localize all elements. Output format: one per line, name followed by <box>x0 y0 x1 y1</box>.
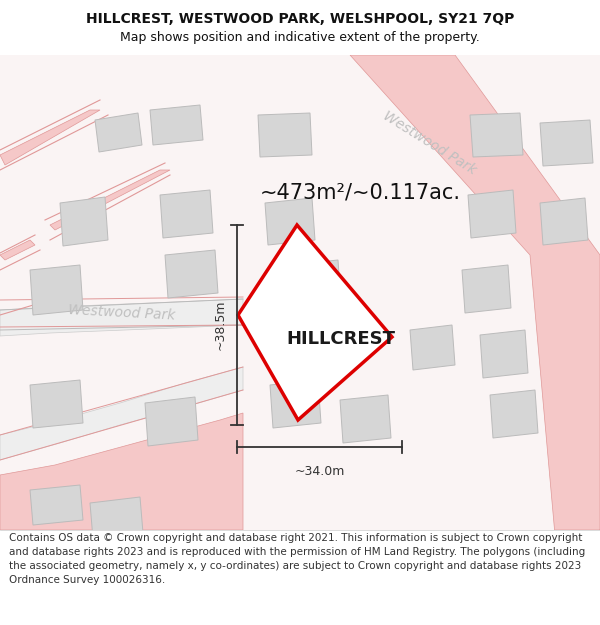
Text: Westwood Park: Westwood Park <box>381 109 479 177</box>
Text: Map shows position and indicative extent of the property.: Map shows position and indicative extent… <box>120 31 480 44</box>
Polygon shape <box>160 190 213 238</box>
Polygon shape <box>470 113 523 157</box>
Polygon shape <box>0 110 100 165</box>
Polygon shape <box>350 55 600 535</box>
Polygon shape <box>0 240 35 260</box>
Polygon shape <box>165 250 218 298</box>
Polygon shape <box>50 170 170 230</box>
Text: ~473m²/~0.117ac.: ~473m²/~0.117ac. <box>260 183 461 203</box>
Polygon shape <box>265 198 315 245</box>
Polygon shape <box>468 190 516 238</box>
Polygon shape <box>0 299 243 336</box>
Polygon shape <box>0 367 243 460</box>
Polygon shape <box>340 395 391 443</box>
Polygon shape <box>490 390 538 438</box>
Polygon shape <box>60 197 108 246</box>
Text: Westwood Park: Westwood Park <box>68 303 176 322</box>
Polygon shape <box>95 113 142 152</box>
Polygon shape <box>410 325 455 370</box>
Text: Contains OS data © Crown copyright and database right 2021. This information is : Contains OS data © Crown copyright and d… <box>9 533 585 585</box>
Polygon shape <box>145 397 198 446</box>
Polygon shape <box>0 413 243 530</box>
Polygon shape <box>270 380 321 428</box>
Polygon shape <box>30 265 83 315</box>
Polygon shape <box>462 265 511 313</box>
Text: ~34.0m: ~34.0m <box>295 465 344 478</box>
Polygon shape <box>290 260 341 308</box>
Text: HILLCREST: HILLCREST <box>287 330 396 348</box>
Polygon shape <box>480 330 528 378</box>
Polygon shape <box>30 485 83 525</box>
Text: ~38.5m: ~38.5m <box>214 300 227 350</box>
Text: HILLCREST, WESTWOOD PARK, WELSHPOOL, SY21 7QP: HILLCREST, WESTWOOD PARK, WELSHPOOL, SY2… <box>86 12 514 26</box>
Polygon shape <box>150 105 203 145</box>
Polygon shape <box>90 497 143 539</box>
Polygon shape <box>540 120 593 166</box>
Polygon shape <box>30 380 83 428</box>
Polygon shape <box>540 198 588 245</box>
Polygon shape <box>238 225 392 420</box>
Polygon shape <box>258 113 312 157</box>
